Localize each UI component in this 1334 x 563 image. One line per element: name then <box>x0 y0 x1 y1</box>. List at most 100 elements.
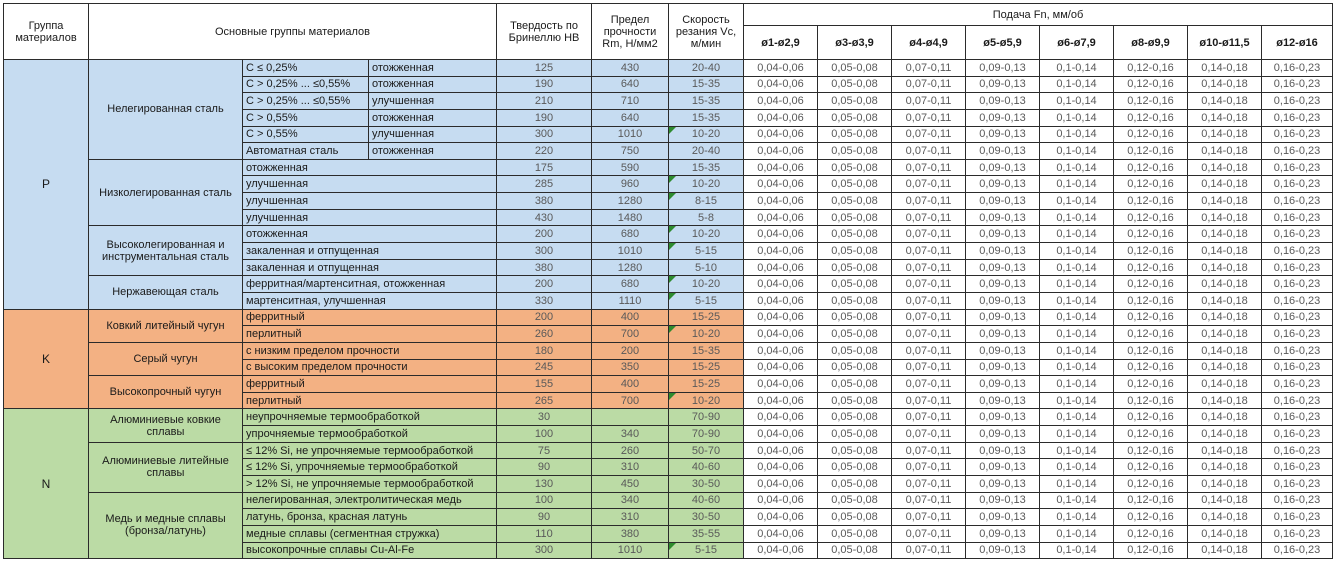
feed-cell: 0,12-0,16 <box>1113 341 1188 360</box>
feed-cell: 0,1-0,14 <box>1039 524 1114 543</box>
feed-cell: 0,16-0,23 <box>1260 375 1334 393</box>
feed-cell: 0,07-0,11 <box>891 192 966 210</box>
feed-cell: 0,04-0,06 <box>743 341 818 360</box>
hb-cell: 200 <box>496 275 592 293</box>
feed-cell: 0,09-0,13 <box>965 75 1040 94</box>
material-desc-cell: перлитный <box>242 391 497 410</box>
hb-cell: 200 <box>496 225 592 244</box>
feed-cell: 0,14-0,18 <box>1187 391 1262 410</box>
header-cutting-speed-vc: Скорость резания Vc, м/мин <box>668 3 744 60</box>
feed-cell: 0,1-0,14 <box>1039 208 1114 227</box>
feed-cell: 0,05-0,08 <box>817 325 892 343</box>
feed-cell: 0,12-0,16 <box>1113 391 1188 410</box>
table-row: Низколегированная сталь отожженная 175 590 1… <box>4 158 1334 227</box>
feed-cell: 0,14-0,18 <box>1187 491 1262 510</box>
hb-cell: 265 <box>496 391 592 410</box>
material-desc-cell: с высоким пределом прочности <box>242 358 497 377</box>
table-row: N Алюминиевые ковкие сплавы неупрочняемые … <box>3 408 1334 560</box>
feed-cell: 0,16-0,23 <box>1260 425 1334 443</box>
feed-cell: 0,04-0,06 <box>743 59 818 77</box>
feed-cell: 0,04-0,06 <box>743 308 818 327</box>
feed-cell: 0,09-0,13 <box>965 308 1040 327</box>
rm-cell: 680 <box>591 275 669 293</box>
feed-cell: 0,16-0,23 <box>1260 208 1334 227</box>
feed-cell: 0,04-0,06 <box>743 491 818 510</box>
vc-cell: 5-15 <box>668 291 744 310</box>
vc-cell: 15-35 <box>668 341 744 360</box>
material-desc-cell: высокопрочные сплавы Cu-Al-Fe <box>242 541 497 560</box>
feed-cell: 0,07-0,11 <box>891 158 966 177</box>
hb-cell: 90 <box>496 458 592 477</box>
material-group-cell: Медь и медные сплавы (бронза/латунь) <box>88 491 243 560</box>
header-diameter-col: ø12-ø16 <box>1260 25 1334 60</box>
table-row: латунь, бронза, красная латунь 90 310 30-50… <box>4 508 1334 526</box>
feed-cell: 0,1-0,14 <box>1039 175 1114 194</box>
vc-cell: 15-35 <box>668 92 744 110</box>
group-letter-cell: K <box>3 308 89 410</box>
feed-cell: 0,09-0,13 <box>965 358 1040 377</box>
feed-cell: 0,09-0,13 <box>965 258 1040 277</box>
hb-cell: 90 <box>496 508 592 526</box>
feed-cell: 0,05-0,08 <box>817 142 892 160</box>
feed-cell: 0,14-0,18 <box>1187 408 1262 427</box>
hb-cell: 300 <box>496 541 592 560</box>
feed-cell: 0,04-0,06 <box>743 142 818 160</box>
feed-cell: 0,07-0,11 <box>891 425 966 443</box>
feed-cell: 0,05-0,08 <box>817 59 892 77</box>
feed-cell: 0,05-0,08 <box>817 391 892 410</box>
feed-cell: 0,07-0,11 <box>891 75 966 94</box>
feed-cell: 0,09-0,13 <box>965 325 1040 343</box>
vc-cell: 5-15 <box>668 541 744 560</box>
vc-cell: 10-20 <box>668 275 744 293</box>
feed-cell: 0,07-0,11 <box>891 208 966 227</box>
vc-cell: 10-20 <box>668 175 744 194</box>
rm-cell: 340 <box>591 425 669 443</box>
feed-cell: 0,16-0,23 <box>1260 75 1334 94</box>
material-desc-cell: ферритный <box>242 308 497 327</box>
feed-cell: 0,07-0,11 <box>891 475 966 493</box>
material-desc-cell: ≤ 12% Si, не упрочняемые термообработкой <box>242 441 497 460</box>
feed-cell: 0,1-0,14 <box>1039 408 1114 427</box>
rm-cell: 260 <box>591 441 669 460</box>
feed-cell: 0,04-0,06 <box>743 475 818 493</box>
material-state-cell: улучшенная <box>368 125 497 144</box>
table-row: Высоколегированная и инструментальная ст… <box>4 225 1334 277</box>
feed-cell: 0,14-0,18 <box>1187 108 1262 127</box>
feed-cell: 0,04-0,06 <box>743 358 818 377</box>
material-desc-cell: с низким пределом прочности <box>242 341 497 360</box>
material-state-cell: отожженная <box>368 108 497 127</box>
comment-flag-icon <box>669 543 676 550</box>
material-desc-cell: перлитный <box>242 325 497 343</box>
material-group-cell: Алюминиевые ковкие сплавы <box>88 408 243 443</box>
table-row: закаленная и отпущенная 300 1010 5-15 0,04-0… <box>4 242 1334 260</box>
feed-cell: 0,05-0,08 <box>817 375 892 393</box>
material-group-cell: Серый чугун <box>88 341 243 377</box>
feed-cell: 0,14-0,18 <box>1187 242 1262 260</box>
vc-cell: 5-15 <box>668 242 744 260</box>
feed-cell: 0,1-0,14 <box>1039 275 1114 293</box>
feed-cell: 0,12-0,16 <box>1113 225 1188 244</box>
vc-cell: 70-90 <box>668 425 744 443</box>
material-desc-cell: медные сплавы (сегментная стружка) <box>242 524 497 543</box>
header-strength-rm: Предел прочности Rm, Н/мм2 <box>591 3 669 60</box>
vc-cell: 70-90 <box>668 408 744 427</box>
feed-cell: 0,16-0,23 <box>1260 158 1334 177</box>
header-diameter-col: ø5-ø5,9 <box>965 25 1040 60</box>
hb-cell: 155 <box>496 375 592 393</box>
comment-flag-icon <box>669 393 676 400</box>
header-diameter-col: ø4-ø4,9 <box>891 25 966 60</box>
feed-cell: 0,07-0,11 <box>891 441 966 460</box>
feed-cell: 0,07-0,11 <box>891 541 966 560</box>
feed-cell: 0,14-0,18 <box>1187 441 1262 460</box>
feed-cell: 0,12-0,16 <box>1113 142 1188 160</box>
feed-cell: 0,16-0,23 <box>1260 308 1334 327</box>
feed-cell: 0,12-0,16 <box>1113 358 1188 377</box>
feed-cell: 0,07-0,11 <box>891 458 966 477</box>
vc-cell: 8-15 <box>668 192 744 210</box>
feed-cell: 0,14-0,18 <box>1187 425 1262 443</box>
feed-cell: 0,09-0,13 <box>965 192 1040 210</box>
table-row: C > 0,55% отожженная 190 640 15-35 0,04-0,06 0… <box>4 108 1334 127</box>
feed-cell: 0,12-0,16 <box>1113 425 1188 443</box>
material-desc-cell: отожженная <box>242 158 497 177</box>
vc-cell: 10-20 <box>668 125 744 144</box>
